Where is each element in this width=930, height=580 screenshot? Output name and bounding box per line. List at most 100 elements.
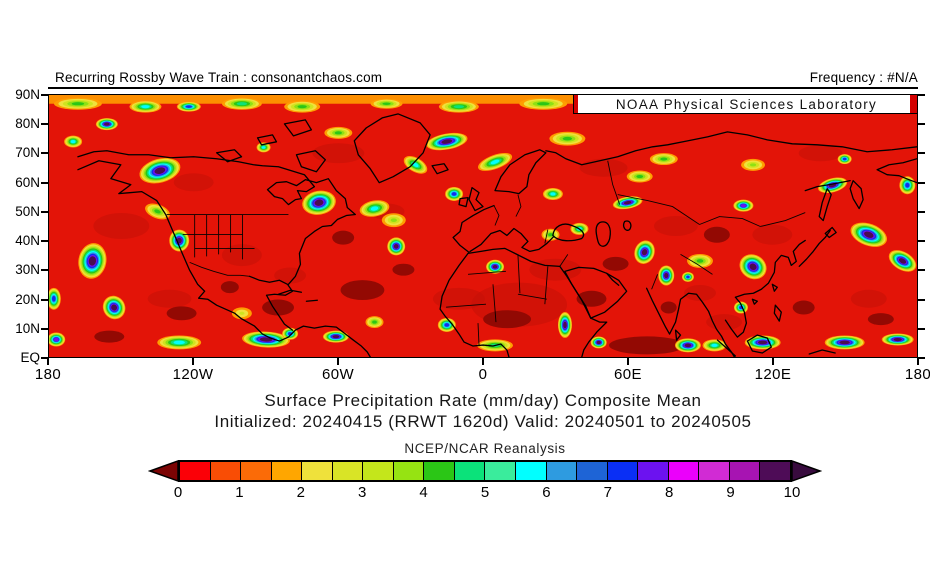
- lon-tick-mark: [772, 358, 774, 365]
- lat-tick-mark: [918, 327, 925, 330]
- precip-hotspot: [157, 335, 202, 350]
- lat-tick-label: 10N: [15, 320, 40, 336]
- header-rule: [48, 87, 918, 89]
- colorbar-right-arrow: [792, 460, 822, 482]
- colorbar-segment: [301, 462, 332, 480]
- precip-hotspot: [221, 97, 262, 110]
- shading-patch: [147, 289, 192, 308]
- colorbar-segment: [331, 462, 363, 480]
- lat-tick-label: 90N: [15, 87, 40, 102]
- colorbar-segment: [606, 462, 638, 480]
- colorbar-segment: [270, 462, 302, 480]
- plot-title: Surface Precipitation Rate (mm/day) Comp…: [264, 391, 702, 410]
- dry-patch: [332, 230, 355, 245]
- lon-tick-label: 180: [34, 366, 62, 383]
- precip-hotspot: [612, 196, 643, 210]
- precip-hotspot: [231, 307, 252, 320]
- colorbar-segment: [667, 462, 699, 480]
- precip-hotspot: [403, 156, 428, 174]
- colorbar-tick-label: 10: [783, 484, 801, 501]
- lat-tick-mark: [41, 152, 48, 155]
- shading-patch: [274, 267, 307, 284]
- lat-tick-mark: [41, 298, 48, 301]
- precip-hotspot: [850, 222, 887, 247]
- banner-text: NOAA Physical Sciences Laboratory: [615, 97, 878, 112]
- shading-patch: [684, 284, 716, 301]
- precip-hotspot: [426, 132, 468, 151]
- shading-patch: [432, 287, 485, 310]
- shading-patch: [798, 145, 843, 162]
- precip-hotspot: [634, 240, 655, 264]
- precip-hotspot: [381, 213, 406, 228]
- precip-hotspot: [478, 152, 513, 171]
- lat-tick-mark: [41, 181, 48, 184]
- precip-hotspot: [256, 142, 271, 153]
- lon-tick-label: 120E: [754, 366, 792, 383]
- colorbar-left-arrow: [148, 460, 178, 482]
- lat-tick-mark: [918, 181, 925, 184]
- shading-patch: [221, 244, 262, 267]
- lon-tick-label: 60E: [614, 366, 642, 383]
- precip-hotspot: [824, 335, 865, 350]
- dry-patch: [609, 336, 685, 355]
- precip-hotspot: [486, 259, 505, 274]
- lat-tick-mark: [918, 357, 925, 359]
- precip-hotspot: [658, 265, 675, 286]
- dry-patch: [340, 280, 385, 301]
- precip-hotspot: [78, 243, 107, 279]
- precip-hotspot: [139, 157, 181, 184]
- dry-patch: [660, 301, 677, 314]
- precip-hotspot: [626, 170, 653, 183]
- precip-hotspot: [837, 154, 852, 165]
- precip-hotspot: [681, 271, 694, 282]
- precip-hotspot: [102, 295, 126, 320]
- lat-tick-mark: [918, 94, 925, 96]
- colorbar-segment: [545, 462, 577, 480]
- colorbar-segment: [453, 462, 485, 480]
- lon-tick-mark: [337, 358, 339, 365]
- lat-tick-mark: [918, 152, 925, 155]
- dry-patch: [602, 256, 629, 271]
- precip-hotspot: [739, 254, 767, 280]
- precip-hotspot: [129, 100, 162, 113]
- dry-patch: [392, 263, 415, 276]
- colorbar-tick-label: 3: [358, 484, 367, 501]
- dry-patch: [220, 281, 239, 294]
- colorbar-tick-label: 6: [542, 484, 551, 501]
- precip-hotspot: [322, 330, 349, 343]
- precip-hotspot: [365, 316, 384, 329]
- precip-hotspot: [176, 101, 201, 112]
- lon-tick-label: 180: [904, 366, 930, 383]
- noaa-banner: NOAA Physical Sciences Laboratory: [573, 94, 918, 114]
- colorbar-tick-label: 1: [235, 484, 244, 501]
- precip-hotspot: [445, 187, 464, 201]
- shading-patch: [93, 213, 150, 239]
- precip-hotspot: [437, 318, 456, 332]
- precip-hotspot: [169, 229, 190, 252]
- colorbar-segment: [423, 462, 454, 480]
- precip-hotspot: [64, 135, 83, 148]
- dry-patch: [703, 226, 730, 243]
- precip-hotspot: [744, 335, 781, 350]
- precip-hotspot: [702, 339, 727, 352]
- coastlines: [77, 113, 917, 357]
- polar-band: [49, 95, 917, 104]
- colorbar-tick-label: 8: [665, 484, 674, 501]
- lat-tick-mark: [918, 240, 925, 243]
- dry-patch: [483, 310, 532, 329]
- lon-tick-label: 0: [478, 366, 488, 383]
- shading-patch: [312, 143, 365, 164]
- colorbar-segment: [637, 462, 668, 480]
- colorbar-segment: [362, 462, 393, 480]
- precip-hotspot: [733, 199, 754, 212]
- precip-hotspot: [359, 200, 390, 217]
- precip-hotspot: [687, 253, 713, 268]
- precip-hotspot: [49, 332, 66, 347]
- precip-hotspot: [590, 336, 607, 349]
- lat-tick-mark: [41, 269, 48, 272]
- colorbar-segment: [698, 462, 729, 480]
- maroon-dry-patches: [94, 226, 894, 355]
- colorbar-tick-label: 5: [480, 484, 490, 501]
- lat-tick-mark: [918, 269, 925, 272]
